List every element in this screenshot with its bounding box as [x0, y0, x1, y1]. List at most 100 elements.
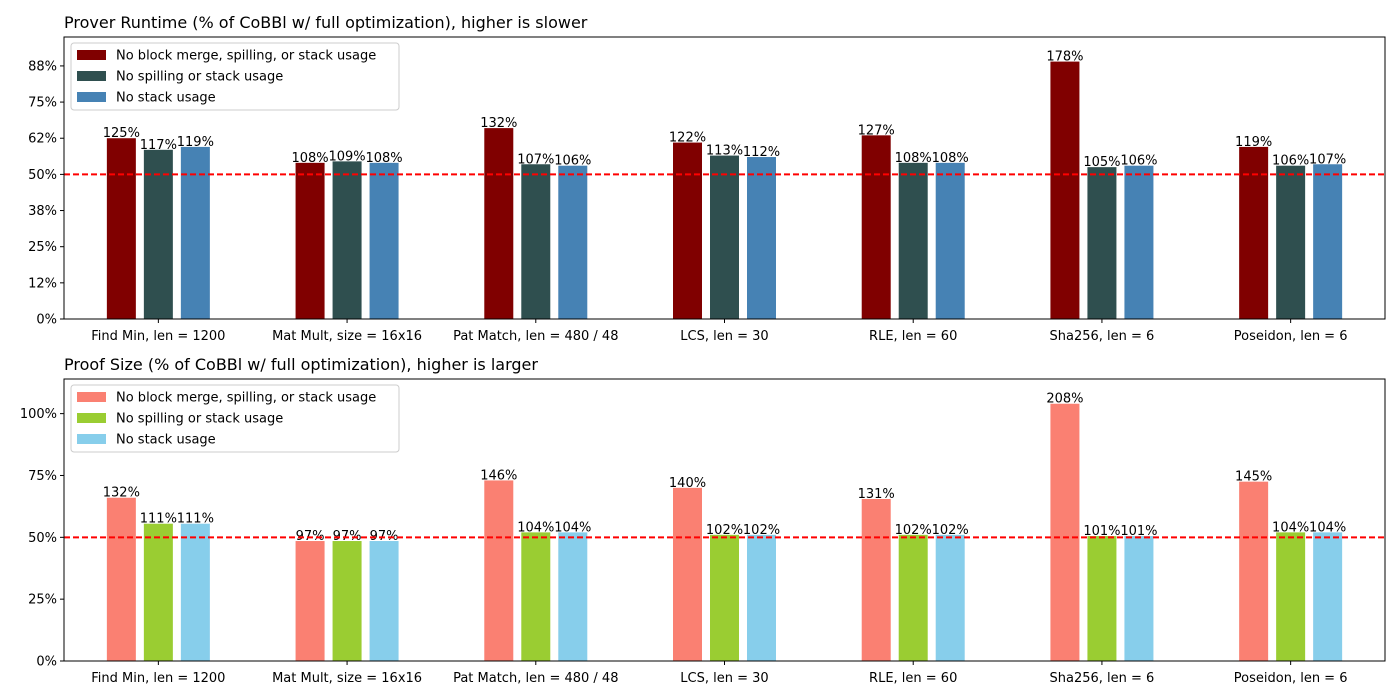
runtime-data-label: 117%: [140, 138, 177, 153]
runtime-x-tick-label: Mat Mult, size = 16x16: [272, 329, 422, 344]
proof-size-chart: Proof Size (% of CoBBl w/ full optimizat…: [20, 355, 1386, 686]
runtime-data-label: 119%: [1235, 135, 1272, 150]
proof-size-bar: [1087, 536, 1117, 661]
runtime-bar: [332, 161, 362, 319]
runtime-bar: [673, 142, 702, 319]
proof-size-x-tick-label: Mat Mult, size = 16x16: [272, 671, 422, 686]
proof-size-bar: [861, 498, 891, 661]
proof-size-x-tick-label: RLE, len = 60: [869, 671, 957, 686]
proof-size-data-label: 146%: [480, 468, 517, 483]
runtime-x-tick-label: Sha256, len = 6: [1050, 329, 1155, 344]
runtime-y-tick-label: 38%: [28, 204, 57, 219]
runtime-legend-swatch: [77, 71, 106, 81]
runtime-data-label: 127%: [858, 123, 895, 138]
runtime-data-label: 125%: [103, 126, 140, 141]
runtime-bar: [710, 155, 739, 319]
proof-size-legend-label: No block merge, spilling, or stack usage: [116, 391, 376, 406]
proof-size-data-label: 111%: [140, 512, 177, 527]
runtime-y-axis: 0% 12% 25% 38% 50% 62% 75% 88%: [28, 59, 64, 328]
runtime-data-label: 108%: [291, 151, 328, 166]
runtime-x-tick-label: Find Min, len = 1200: [91, 329, 225, 344]
proof-size-x-axis: Find Min, len = 1200 Mat Mult, size = 16x…: [91, 661, 1347, 686]
runtime-x-tick-label: Poseidon, len = 6: [1234, 329, 1348, 344]
proof-size-data-label: 208%: [1046, 392, 1083, 407]
proof-size-bar: [673, 487, 702, 661]
runtime-bar: [1276, 165, 1306, 319]
proof-size-data-label: 140%: [669, 476, 706, 491]
proof-size-bar: [1124, 536, 1154, 661]
proof-size-legend-swatch: [77, 392, 106, 402]
runtime-bar: [861, 135, 891, 319]
runtime-legend-label: No spilling or stack usage: [116, 70, 283, 85]
runtime-bar: [558, 165, 588, 319]
runtime-bar: [935, 162, 965, 319]
runtime-chart-title: Prover Runtime (% of CoBBl w/ full optim…: [64, 13, 588, 32]
runtime-data-labels: 125%117% 119%108% 109% 108%132%107% 106%122%…: [103, 50, 1346, 171]
runtime-data-label: 108%: [365, 151, 402, 166]
runtime-bar: [180, 146, 210, 319]
proof-size-bar: [295, 541, 325, 661]
runtime-y-tick-label: 75%: [28, 96, 57, 111]
proof-size-data-label: 102%: [743, 523, 780, 538]
runtime-bar: [1313, 164, 1343, 319]
runtime-bar: [484, 128, 514, 319]
runtime-y-tick-label: 50%: [28, 168, 57, 183]
runtime-data-label: 106%: [1120, 154, 1157, 169]
runtime-bar: [295, 162, 325, 319]
runtime-bar: [1050, 61, 1080, 319]
proof-size-bar: [1050, 403, 1080, 661]
proof-size-y-tick-label: 0%: [36, 655, 57, 670]
proof-size-bar: [484, 480, 514, 661]
proof-size-x-tick-label: Poseidon, len = 6: [1234, 671, 1348, 686]
proof-size-data-label: 131%: [858, 487, 895, 502]
proof-size-y-tick-label: 100%: [20, 407, 57, 422]
runtime-data-label: 112%: [743, 145, 780, 160]
proof-size-x-tick-label: Find Min, len = 1200: [91, 671, 225, 686]
runtime-legend-label: No block merge, spilling, or stack usage: [116, 49, 376, 64]
proof-size-bar: [369, 541, 399, 661]
runtime-x-axis: Find Min, len = 1200 Mat Mult, size = 16x…: [91, 319, 1347, 344]
proof-size-data-label: 101%: [1120, 524, 1157, 539]
proof-size-bar: [935, 534, 965, 661]
proof-size-legend: No block merge, spilling, or stack usage…: [70, 384, 400, 453]
runtime-bar: [106, 138, 136, 319]
proof-size-bar: [180, 523, 210, 661]
proof-size-bar: [1276, 532, 1306, 661]
proof-size-data-label: 101%: [1083, 524, 1120, 539]
proof-size-x-tick-label: Sha256, len = 6: [1050, 671, 1155, 686]
proof-size-bar: [898, 534, 928, 661]
proof-size-bar: [1239, 481, 1269, 661]
runtime-data-label: 122%: [669, 131, 706, 146]
proof-size-data-label: 104%: [1309, 520, 1346, 535]
proof-size-bar: [747, 534, 776, 661]
runtime-data-label: 107%: [1309, 152, 1346, 167]
runtime-bar: [747, 157, 776, 319]
runtime-chart: Prover Runtime (% of CoBBl w/ full optim…: [28, 13, 1386, 344]
runtime-data-label: 109%: [328, 149, 365, 164]
runtime-bar: [369, 162, 399, 319]
runtime-legend: No block merge, spilling, or stack usage…: [70, 42, 400, 111]
runtime-bars: [106, 61, 1343, 319]
proof-size-data-label: 104%: [517, 520, 554, 535]
runtime-x-tick-label: RLE, len = 60: [869, 329, 957, 344]
runtime-bar: [521, 164, 551, 319]
runtime-plot-frame: [63, 36, 1386, 320]
runtime-legend-box: [70, 42, 400, 111]
proof-size-bar: [143, 523, 173, 661]
runtime-data-label: 106%: [554, 154, 591, 169]
runtime-x-tick-label: Pat Match, len = 480 / 48: [453, 329, 618, 344]
proof-size-bars: [106, 403, 1343, 661]
runtime-bar: [1087, 167, 1117, 319]
proof-size-plot-frame: [63, 378, 1386, 662]
proof-size-y-tick-label: 75%: [28, 469, 57, 484]
runtime-y-tick-label: 88%: [28, 59, 57, 74]
proof-size-data-label: 145%: [1235, 470, 1272, 485]
runtime-data-label: 107%: [517, 152, 554, 167]
proof-size-bar: [332, 541, 362, 661]
proof-size-legend-label: No spilling or stack usage: [116, 412, 283, 427]
proof-size-data-label: 111%: [177, 512, 214, 527]
runtime-legend-label: No stack usage: [116, 91, 216, 106]
proof-size-y-tick-label: 50%: [28, 531, 57, 546]
proof-size-data-label: 104%: [1272, 520, 1309, 535]
runtime-data-label: 105%: [1083, 155, 1120, 170]
